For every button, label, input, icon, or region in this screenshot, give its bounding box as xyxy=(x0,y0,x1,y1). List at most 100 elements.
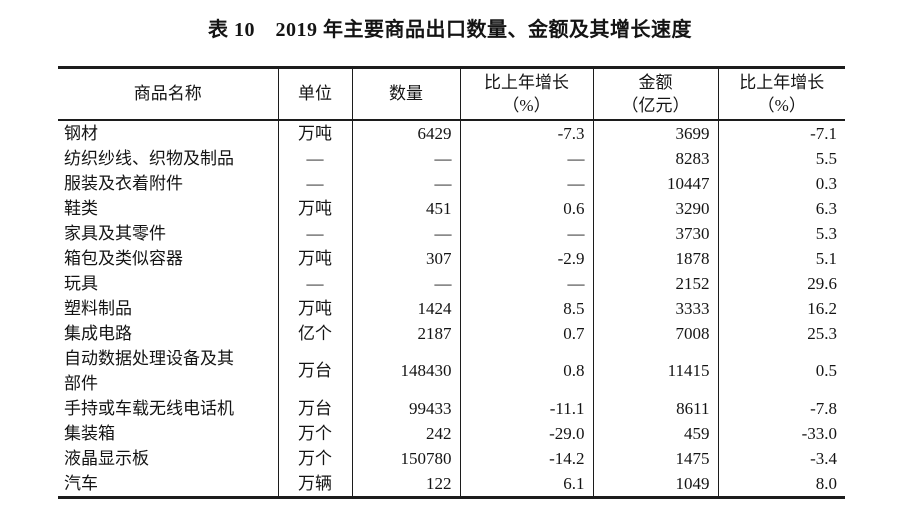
commodity-quantity: 148430 xyxy=(352,345,461,396)
commodity-amount-growth: 0.5 xyxy=(815,361,837,380)
commodity-quantity: 242 xyxy=(352,420,461,446)
table-row: 服装及衣着附件 — — — 10447 0.3 xyxy=(58,170,845,196)
table-row: 玩具 — — — 2152 29.6 xyxy=(58,270,845,296)
commodity-amount: 1475 xyxy=(593,445,719,471)
commodity-name: 汽车 xyxy=(58,470,279,497)
commodity-name: 液晶显示板 xyxy=(58,445,279,471)
table-row: 箱包及类似容器 万吨 307 -2.9 1878 5.1 xyxy=(58,245,845,271)
commodity-amount-growth: 6.3 xyxy=(815,198,837,218)
commodity-name: 自动数据处理设备及其 部件 xyxy=(58,345,279,396)
col-header-quantity-growth: 比上年增长 （%） xyxy=(460,67,594,121)
commodity-unit: 万吨 xyxy=(278,195,353,221)
commodity-amount-growth: 8.0 xyxy=(815,473,837,493)
commodity-unit: 万吨 xyxy=(278,295,353,321)
commodity-unit: 亿个 xyxy=(278,320,353,346)
commodity-quantity: — xyxy=(352,220,461,246)
col-header-unit: 单位 xyxy=(278,67,353,121)
commodity-amount-growth: 0.3 xyxy=(815,173,837,193)
commodity-quantity-growth: 0.7 xyxy=(460,320,594,346)
commodity-quantity: 1424 xyxy=(352,295,461,321)
commodity-amount-growth: 25.3 xyxy=(807,323,837,343)
commodity-amount: 3333 xyxy=(593,295,719,321)
commodity-amount: 2152 xyxy=(593,270,719,296)
table-body: 钢材 万吨 6429 -7.3 3699 -7.1 纺织纱线、织物及制品 — —… xyxy=(58,119,845,497)
table-row: 家具及其零件 — — — 3730 5.3 xyxy=(58,220,845,246)
commodity-unit: — xyxy=(278,220,353,246)
commodity-quantity: 122 xyxy=(352,470,461,497)
commodity-unit: 万台 xyxy=(278,395,353,421)
commodity-name: 手持或车载无线电话机 xyxy=(58,395,279,421)
commodity-name: 钢材 xyxy=(58,119,279,146)
table-header: 商品名称 单位 数量 比上年增长 （%） 金额 （亿元） 比上年增长 （%） xyxy=(58,67,845,121)
commodity-amount: 3730 xyxy=(593,220,719,246)
commodity-quantity: — xyxy=(352,270,461,296)
commodity-amount: 10447 xyxy=(593,170,719,196)
commodity-quantity-growth: 6.1 xyxy=(460,470,594,497)
commodity-unit: 万个 xyxy=(278,420,353,446)
commodity-quantity-growth: -7.3 xyxy=(460,119,594,146)
commodity-amount: 1049 xyxy=(593,470,719,497)
commodity-name: 箱包及类似容器 xyxy=(58,245,279,271)
col-header-quantity: 数量 xyxy=(352,67,461,121)
table-row: 汽车 万辆 122 6.1 1049 8.0 xyxy=(58,470,845,497)
col-header-commodity-name: 商品名称 xyxy=(58,67,279,121)
commodity-unit: 万吨 xyxy=(278,119,353,146)
commodity-amount: 8283 xyxy=(593,145,719,171)
commodity-quantity-growth: 8.5 xyxy=(460,295,594,321)
commodity-amount: 3699 xyxy=(593,119,719,146)
commodity-quantity-growth: — xyxy=(460,270,594,296)
commodity-amount-growth: 29.6 xyxy=(807,273,837,293)
commodity-unit: — xyxy=(278,270,353,296)
commodity-quantity-growth: -14.2 xyxy=(460,445,594,471)
commodity-name: 集装箱 xyxy=(58,420,279,446)
table-title: 表 10 2019 年主要商品出口数量、金额及其增长速度 xyxy=(208,19,692,41)
commodity-name: 家具及其零件 xyxy=(58,220,279,246)
commodity-quantity: 150780 xyxy=(352,445,461,471)
commodity-amount-growth: -7.8 xyxy=(810,398,837,418)
commodity-amount-growth: 16.2 xyxy=(807,298,837,318)
table-row: 手持或车载无线电话机 万台 99433 -11.1 8611 -7.8 xyxy=(58,395,845,421)
commodity-quantity: 451 xyxy=(352,195,461,221)
table-row: 鞋类 万吨 451 0.6 3290 6.3 xyxy=(58,195,845,221)
commodity-name: 服装及衣着附件 xyxy=(58,170,279,196)
commodity-unit: 万个 xyxy=(278,445,353,471)
commodity-amount: 11415 xyxy=(593,345,719,396)
commodity-unit: — xyxy=(278,145,353,171)
commodity-unit: 万台 xyxy=(278,345,353,396)
table-row: 纺织纱线、织物及制品 — — — 8283 5.5 xyxy=(58,145,845,171)
commodity-amount: 459 xyxy=(593,420,719,446)
commodity-unit: 万吨 xyxy=(278,245,353,271)
commodity-quantity-growth: -2.9 xyxy=(460,245,594,271)
commodity-quantity-growth: — xyxy=(460,170,594,196)
commodity-amount: 7008 xyxy=(593,320,719,346)
col-header-amount-growth: 比上年增长 （%） xyxy=(718,67,845,121)
commodity-amount: 8611 xyxy=(593,395,719,421)
commodity-amount: 3290 xyxy=(593,195,719,221)
commodity-name: 玩具 xyxy=(58,270,279,296)
commodity-quantity-growth: -11.1 xyxy=(460,395,594,421)
commodity-unit: 万辆 xyxy=(278,470,353,497)
commodity-amount-growth: -3.4 xyxy=(810,448,837,468)
table-row: 塑料制品 万吨 1424 8.5 3333 16.2 xyxy=(58,295,845,321)
commodity-amount-growth: -7.1 xyxy=(810,123,837,143)
commodity-name: 集成电路 xyxy=(58,320,279,346)
commodity-name: 鞋类 xyxy=(58,195,279,221)
commodity-amount-growth: 5.3 xyxy=(815,223,837,243)
col-header-amount: 金额 （亿元） xyxy=(593,67,719,121)
commodity-unit: — xyxy=(278,170,353,196)
table-row: 集成电路 亿个 2187 0.7 7008 25.3 xyxy=(58,320,845,346)
commodity-amount: 1878 xyxy=(593,245,719,271)
commodity-quantity-growth: — xyxy=(460,145,594,171)
commodity-quantity: 6429 xyxy=(352,119,461,146)
table-row: 钢材 万吨 6429 -7.3 3699 -7.1 xyxy=(58,119,845,146)
commodity-amount-growth: 5.1 xyxy=(815,248,837,268)
commodity-quantity-growth: -29.0 xyxy=(460,420,594,446)
commodity-quantity: 307 xyxy=(352,245,461,271)
table-row: 液晶显示板 万个 150780 -14.2 1475 -3.4 xyxy=(58,445,845,471)
export-commodities-table: 商品名称 单位 数量 比上年增长 （%） 金额 （亿元） 比上年增长 （%） 钢… xyxy=(58,66,845,499)
commodity-quantity: — xyxy=(352,145,461,171)
commodity-quantity: 2187 xyxy=(352,320,461,346)
table-row: 自动数据处理设备及其 部件 万台 148430 0.8 11415 0.5 xyxy=(58,345,845,396)
header-row: 商品名称 单位 数量 比上年增长 （%） 金额 （亿元） 比上年增长 （%） xyxy=(58,67,845,121)
